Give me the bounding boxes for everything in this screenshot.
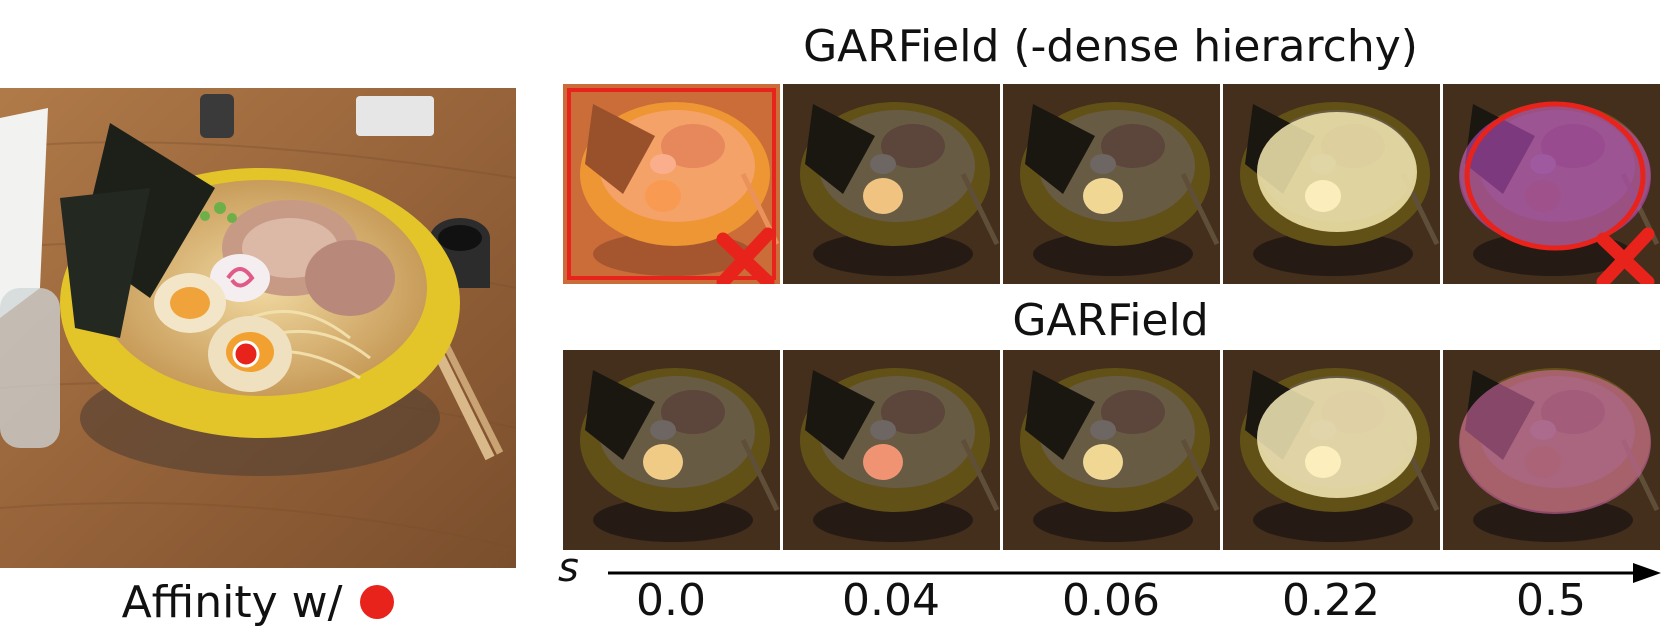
failure-outline — [567, 88, 776, 284]
scale-tick-label: 0.22 — [1282, 575, 1380, 626]
bottom-row-panel-image — [783, 350, 1000, 550]
scale-tick-label: 0.5 — [1516, 575, 1586, 626]
bottom-row-panel-2 — [1003, 350, 1220, 550]
bottom-row-title: GARField — [1012, 295, 1209, 346]
red-dot-icon — [360, 585, 395, 619]
bottom-row-panel-image — [1223, 350, 1440, 550]
top-row-panel-2 — [1003, 84, 1220, 284]
bottom-row-panel-0 — [563, 350, 780, 550]
affinity-caption-text: Affinity w/ — [121, 576, 343, 628]
affinity-caption: Affinity w/ — [0, 572, 516, 632]
top-row-panel-3 — [1223, 84, 1440, 284]
top-row-panel-image — [1443, 84, 1660, 284]
bottom-row-panel-3 — [1223, 350, 1440, 550]
ramen-photo — [0, 88, 516, 568]
top-row-panel-4 — [1443, 84, 1660, 284]
top-row-panel-1 — [783, 84, 1000, 284]
scale-tick-label: 0.0 — [636, 575, 706, 626]
top-row-title: GARField (-dense hierarchy) — [803, 21, 1418, 72]
bottom-row-panel-image — [1003, 350, 1220, 550]
bottom-row-panel-image — [563, 350, 780, 550]
top-row-panel-0 — [563, 84, 780, 284]
scale-axis-arrow — [608, 563, 1661, 583]
bottom-row-panel-1 — [783, 350, 1000, 550]
query-point-marker — [232, 340, 260, 368]
failure-outline — [1464, 101, 1655, 284]
scale-tick-label: 0.04 — [842, 575, 940, 626]
top-row-panel-image — [783, 84, 1000, 284]
top-row-panel-image — [1223, 84, 1440, 284]
bottom-row-panel-4 — [1443, 350, 1660, 550]
bottom-row-panel-image — [1443, 350, 1660, 550]
scale-tick-label: 0.06 — [1062, 575, 1160, 626]
top-row-panel-image — [1003, 84, 1220, 284]
bottom-row-panels — [563, 350, 1661, 550]
ramen-bowl-image — [0, 88, 516, 568]
top-row-panels — [563, 84, 1661, 284]
scale-axis-symbol: s — [558, 545, 579, 591]
